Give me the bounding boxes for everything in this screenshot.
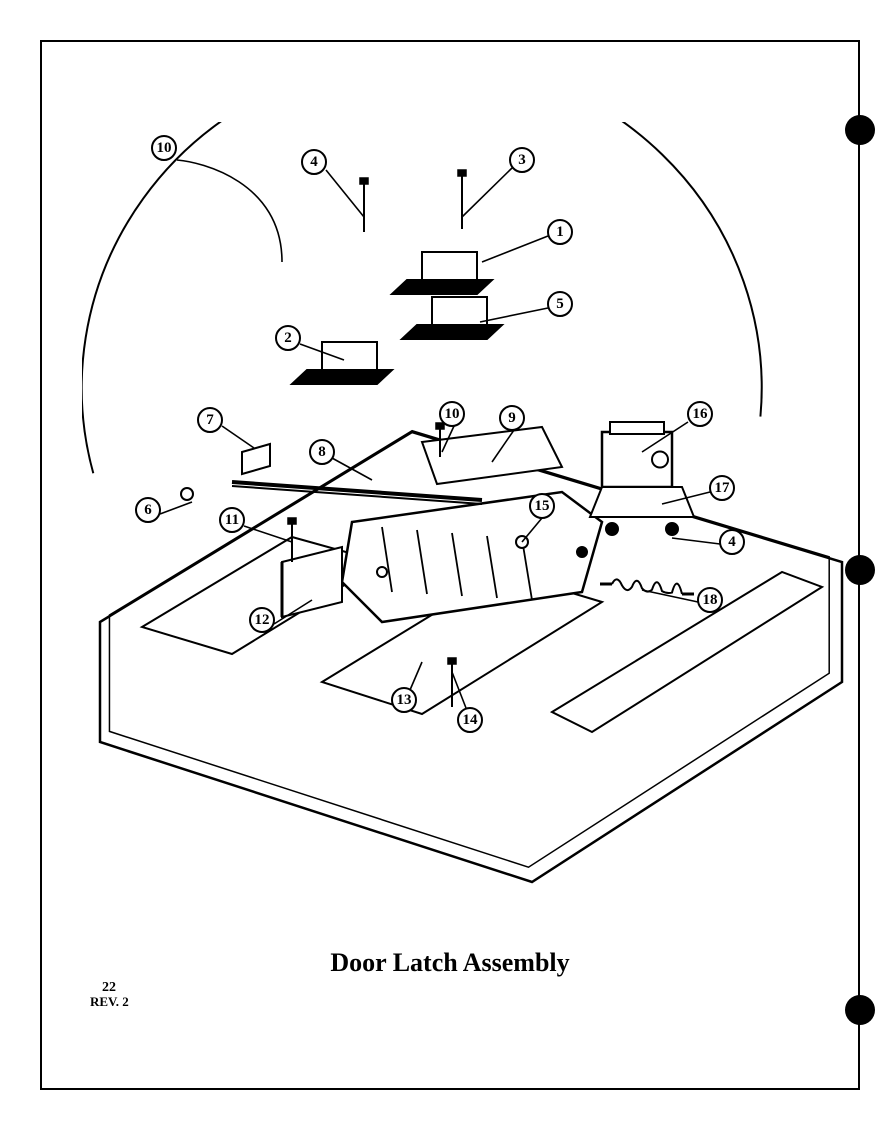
callout-10: 10 <box>151 135 177 161</box>
callout-4: 4 <box>719 529 745 555</box>
diagram-title: Door Latch Assembly <box>42 948 858 978</box>
page-frame: 104315278109161761115412181314 Door Latc… <box>40 40 860 1090</box>
callout-4: 4 <box>301 149 327 175</box>
revision-label: REV. 2 <box>90 994 129 1010</box>
callout-5: 5 <box>547 291 573 317</box>
binder-hole <box>845 555 875 585</box>
callout-14: 14 <box>457 707 483 733</box>
callout-1: 1 <box>547 219 573 245</box>
callout-3: 3 <box>509 147 535 173</box>
callout-16: 16 <box>687 401 713 427</box>
exploded-diagram: 104315278109161761115412181314 <box>82 122 862 912</box>
callout-18: 18 <box>697 587 723 613</box>
callout-10: 10 <box>439 401 465 427</box>
callout-17: 17 <box>709 475 735 501</box>
binder-hole <box>845 115 875 145</box>
callout-11: 11 <box>219 507 245 533</box>
diagram-svg <box>82 122 862 912</box>
callout-12: 12 <box>249 607 275 633</box>
callout-6: 6 <box>135 497 161 523</box>
callout-7: 7 <box>197 407 223 433</box>
callout-2: 2 <box>275 325 301 351</box>
callout-8: 8 <box>309 439 335 465</box>
callout-13: 13 <box>391 687 417 713</box>
callout-9: 9 <box>499 405 525 431</box>
binder-hole <box>845 995 875 1025</box>
callout-15: 15 <box>529 493 555 519</box>
